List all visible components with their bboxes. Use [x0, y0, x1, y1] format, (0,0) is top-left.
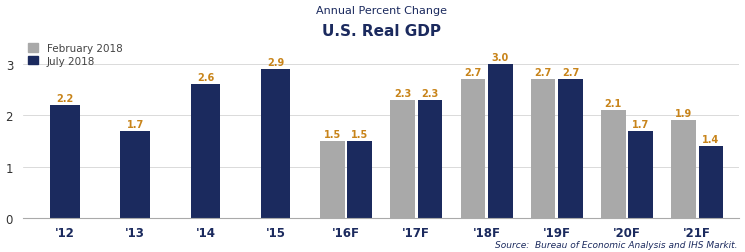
Bar — [601, 111, 626, 218]
Text: 2.7: 2.7 — [464, 68, 481, 78]
Title: U.S. Real GDP: U.S. Real GDP — [322, 24, 440, 39]
Text: 1.7: 1.7 — [632, 119, 650, 129]
Text: 2.9: 2.9 — [267, 57, 285, 68]
Text: 1.4: 1.4 — [703, 135, 720, 144]
Bar — [671, 121, 696, 218]
Bar — [261, 70, 291, 218]
Text: 1.9: 1.9 — [675, 109, 692, 119]
Text: Annual Percent Change: Annual Percent Change — [316, 6, 446, 16]
Bar — [530, 80, 555, 218]
Text: 1.5: 1.5 — [351, 129, 368, 139]
Text: 1.7: 1.7 — [127, 119, 144, 129]
Bar — [699, 146, 723, 218]
Text: 2.3: 2.3 — [422, 88, 439, 98]
Text: Source:  Bureau of Economic Analysis and IHS Markit.: Source: Bureau of Economic Analysis and … — [495, 240, 738, 249]
Text: 2.7: 2.7 — [562, 68, 579, 78]
Text: 3.0: 3.0 — [492, 52, 509, 62]
Text: 2.6: 2.6 — [197, 73, 214, 83]
Bar — [347, 141, 372, 218]
Text: 2.7: 2.7 — [534, 68, 552, 78]
Bar — [418, 100, 443, 218]
Bar — [191, 85, 221, 218]
Bar — [488, 65, 513, 218]
Text: 2.2: 2.2 — [57, 93, 74, 103]
Text: 2.3: 2.3 — [394, 88, 411, 98]
Legend: February 2018, July 2018: February 2018, July 2018 — [28, 44, 122, 67]
Bar — [629, 131, 653, 218]
Bar — [460, 80, 485, 218]
Bar — [50, 105, 80, 218]
Bar — [121, 131, 150, 218]
Bar — [390, 100, 415, 218]
Bar — [558, 80, 583, 218]
Bar — [320, 141, 345, 218]
Text: 1.5: 1.5 — [323, 129, 341, 139]
Text: 2.1: 2.1 — [605, 99, 622, 109]
